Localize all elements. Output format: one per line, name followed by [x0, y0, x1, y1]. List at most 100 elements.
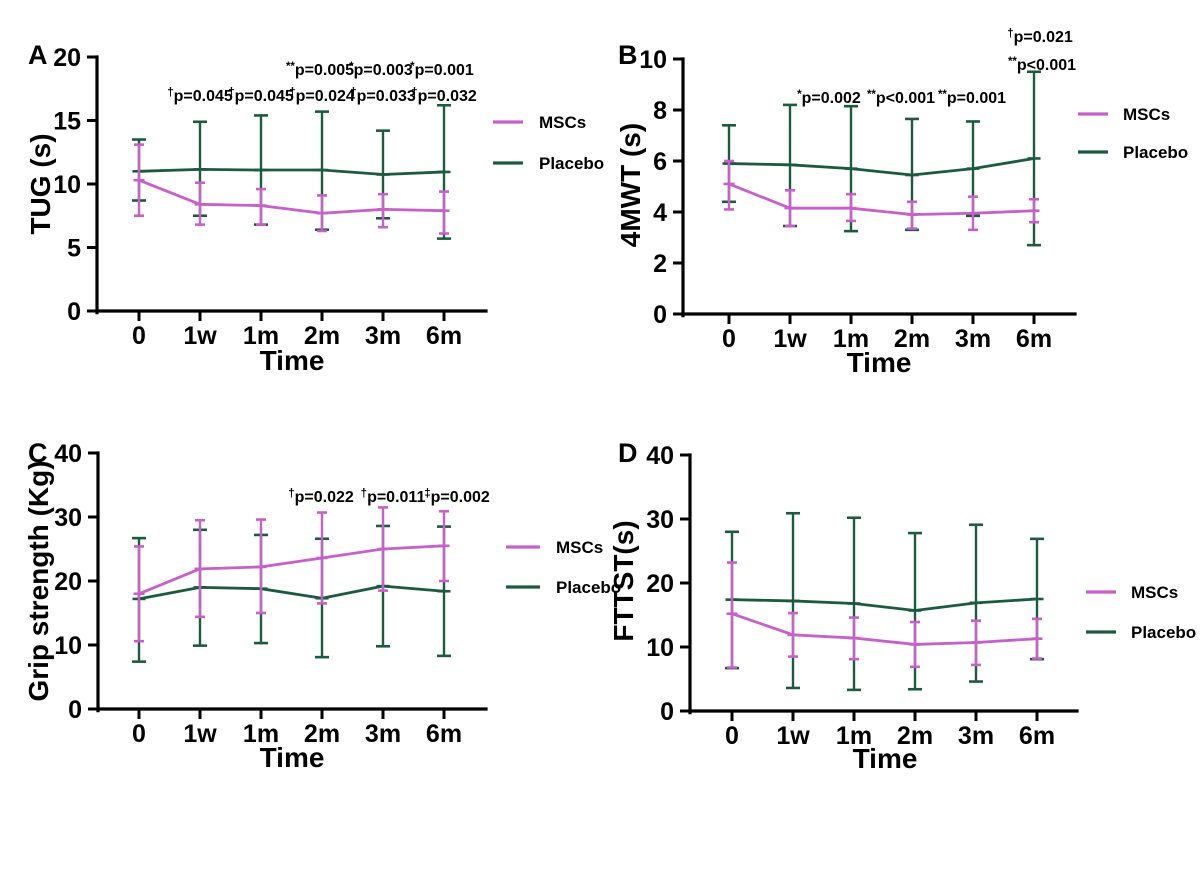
- panel-a-annotation: *p=0.003: [349, 61, 413, 79]
- panel-b-chart: 0 2 4 6 8 10 0 1w 1m 2m 3m 6m Time 4MWT (s) B MSCs Place…: [615, 28, 1188, 378]
- panel-a-y-tick-label: 15: [53, 108, 81, 136]
- panel-c-legend: MSCs Placebo: [506, 538, 621, 597]
- panel-a-annotation: †p=0.024: [289, 87, 355, 105]
- panel-c-x-axis-title: Time: [260, 742, 325, 773]
- panel-d-legend-placebo-label: Placebo: [1131, 623, 1196, 642]
- panel-b-x-axis-title: Time: [847, 347, 912, 378]
- panel-d-x-tick-label: 6m: [1019, 722, 1055, 750]
- panel-d-x-tick-label: 1w: [776, 722, 810, 750]
- panel-a-y-tick-label: 10: [53, 171, 81, 199]
- panel-b-x-tick-label: 0: [722, 325, 736, 353]
- panel-b-x-tick-label: 1w: [773, 325, 807, 353]
- panel-c-chart: 0 10 20 30 40 0 1w 1m 2m 3m 6m Time Grip strength (K…: [23, 438, 621, 773]
- panel-b-placebo-line: [727, 157, 1036, 177]
- panel-a-placebo-line: [137, 167, 446, 176]
- panel-c-x-tick-label: 1w: [183, 720, 217, 748]
- panel-a-y-tick-label: 20: [53, 44, 81, 72]
- panel-c-x-tick-label: 6m: [426, 720, 462, 748]
- panel-c-y-tick-label: 20: [54, 568, 82, 596]
- panel-d-x-tick-label: 0: [725, 722, 739, 750]
- panel-d-x-tick-label: 1m: [836, 722, 872, 750]
- panel-a-chart: 0 5 10 15 20 0 1w 1m 2m 3m 6m Time TUG (s) A MSCs Place…: [25, 40, 604, 376]
- panel-b-x-tick-label: 1m: [833, 325, 869, 353]
- panel-d-letter: D: [618, 438, 638, 468]
- panel-a-legend-mscs-label: MSCs: [539, 113, 586, 132]
- panel-c-x-tick-label: 0: [132, 720, 146, 748]
- panel-c-legend-mscs-label: MSCs: [556, 538, 603, 557]
- panel-a-annotation: †p=0.033: [350, 87, 416, 105]
- panel-a-y-axis-title: TUG (s): [25, 133, 56, 234]
- panel-c-annotation: †p=0.022: [288, 488, 354, 506]
- panel-d-x-axis-title: Time: [853, 743, 918, 774]
- panel-b-annotation: **p<0.001: [1008, 56, 1076, 74]
- panel-c-y-axis-title: Grip strength (Kg): [23, 460, 54, 701]
- panel-b-y-tick-label: 2: [653, 250, 667, 278]
- panel-c-placebo-line: [137, 584, 446, 601]
- panel-c-y-tick-label: 0: [68, 696, 82, 724]
- panel-c-mscs-series: [133, 506, 450, 643]
- panel-d-x-tick-label: 3m: [958, 722, 994, 750]
- panel-c-annotation: †p=0.011: [361, 488, 426, 506]
- panel-a-x-tick-label: 1w: [183, 322, 217, 350]
- panel-d-legend-mscs-label: MSCs: [1131, 583, 1178, 602]
- panel-d-y-tick-label: 10: [646, 634, 674, 662]
- panel-b-y-tick-label: 4: [653, 199, 667, 227]
- panel-d-chart: 0 10 20 30 40 0 1w 1m 2m 3m 6m Time FTTST(s) D MSCs Pla…: [608, 438, 1196, 774]
- panel-d-y-tick-label: 40: [646, 442, 674, 470]
- panel-d-placebo-line: [730, 597, 1039, 612]
- panel-d-mscs-series: [726, 561, 1043, 669]
- panel-a-annotation: †p=0.045: [228, 87, 294, 105]
- panel-b-legend-placebo-label: Placebo: [1123, 143, 1188, 162]
- panel-c-x-tick-label: 1m: [243, 720, 279, 748]
- panel-b-x-tick-label: 2m: [894, 325, 930, 353]
- panel-b-mscs-line: [727, 182, 1036, 216]
- panel-c-mscs-line: [137, 544, 446, 596]
- panel-a-x-tick-label: 0: [132, 322, 146, 350]
- panel-d-y-tick-label: 30: [646, 506, 674, 534]
- panel-a-y-tick-label: 5: [67, 235, 81, 263]
- panel-b-legend-mscs-label: MSCs: [1123, 105, 1170, 124]
- panel-c-x-tick-label: 2m: [304, 720, 340, 748]
- panel-a-y-tick-label: 0: [67, 298, 81, 326]
- panel-b-x-tick-label: 6m: [1016, 325, 1052, 353]
- panel-a-annotation: *p=0.001: [410, 61, 474, 79]
- panel-d-legend: MSCs Placebo: [1086, 583, 1196, 642]
- panel-d-y-tick-label: 0: [660, 698, 674, 726]
- panel-b-legend: MSCs Placebo: [1078, 105, 1188, 162]
- panel-b-y-tick-label: 8: [653, 97, 667, 125]
- panel-c-y-tick-label: 10: [54, 632, 82, 660]
- panel-b-y-axis-title: 4MWT (s): [615, 123, 646, 247]
- panel-a-x-tick-label: 6m: [426, 322, 462, 350]
- panel-b-mscs-series: [723, 159, 1040, 232]
- panel-b-letter: B: [618, 40, 638, 70]
- panel-a-x-tick-label: 2m: [304, 322, 340, 350]
- panel-c-y-tick-label: 30: [54, 504, 82, 532]
- panel-b-y-tick-label: 6: [653, 148, 667, 176]
- panel-d-y-tick-label: 20: [646, 570, 674, 598]
- panel-b-annotation: **p<0.001: [867, 89, 935, 107]
- panel-a-mscs-line: [137, 178, 446, 215]
- panel-c-x-tick-label: 3m: [365, 720, 401, 748]
- panel-a-legend: MSCs Placebo: [493, 113, 604, 173]
- panel-a-annotation: †p=0.032: [411, 87, 477, 105]
- panel-d-mscs-line: [730, 612, 1039, 646]
- panel-b-x-tick-label: 3m: [955, 325, 991, 353]
- panel-b-annotation: *p=0.002: [797, 89, 861, 107]
- panel-a-annotation: †p=0.045: [167, 87, 233, 105]
- panel-a-legend-placebo-label: Placebo: [539, 154, 604, 173]
- panel-a-x-tick-label: 3m: [365, 322, 401, 350]
- panel-b-annotation: †p=0.021: [1007, 28, 1073, 46]
- panel-c-annotation: ‡p=0.002: [424, 488, 490, 506]
- panel-b-annotation: **p=0.001: [938, 89, 1006, 107]
- panel-a-letter: A: [28, 40, 48, 70]
- panel-a-mscs-series: [133, 143, 450, 235]
- panel-a-x-tick-label: 1m: [243, 322, 279, 350]
- panel-c-y-tick-label: 40: [54, 440, 82, 468]
- panel-d-y-axis-title: FTTST(s): [608, 520, 639, 641]
- panel-d-x-tick-label: 2m: [897, 722, 933, 750]
- panel-c-letter: C: [28, 438, 48, 468]
- panel-a-annotation: **p=0.005: [286, 61, 354, 79]
- panel-b-y-tick-label: 0: [653, 301, 667, 329]
- panel-c-legend-placebo-label: Placebo: [556, 578, 621, 597]
